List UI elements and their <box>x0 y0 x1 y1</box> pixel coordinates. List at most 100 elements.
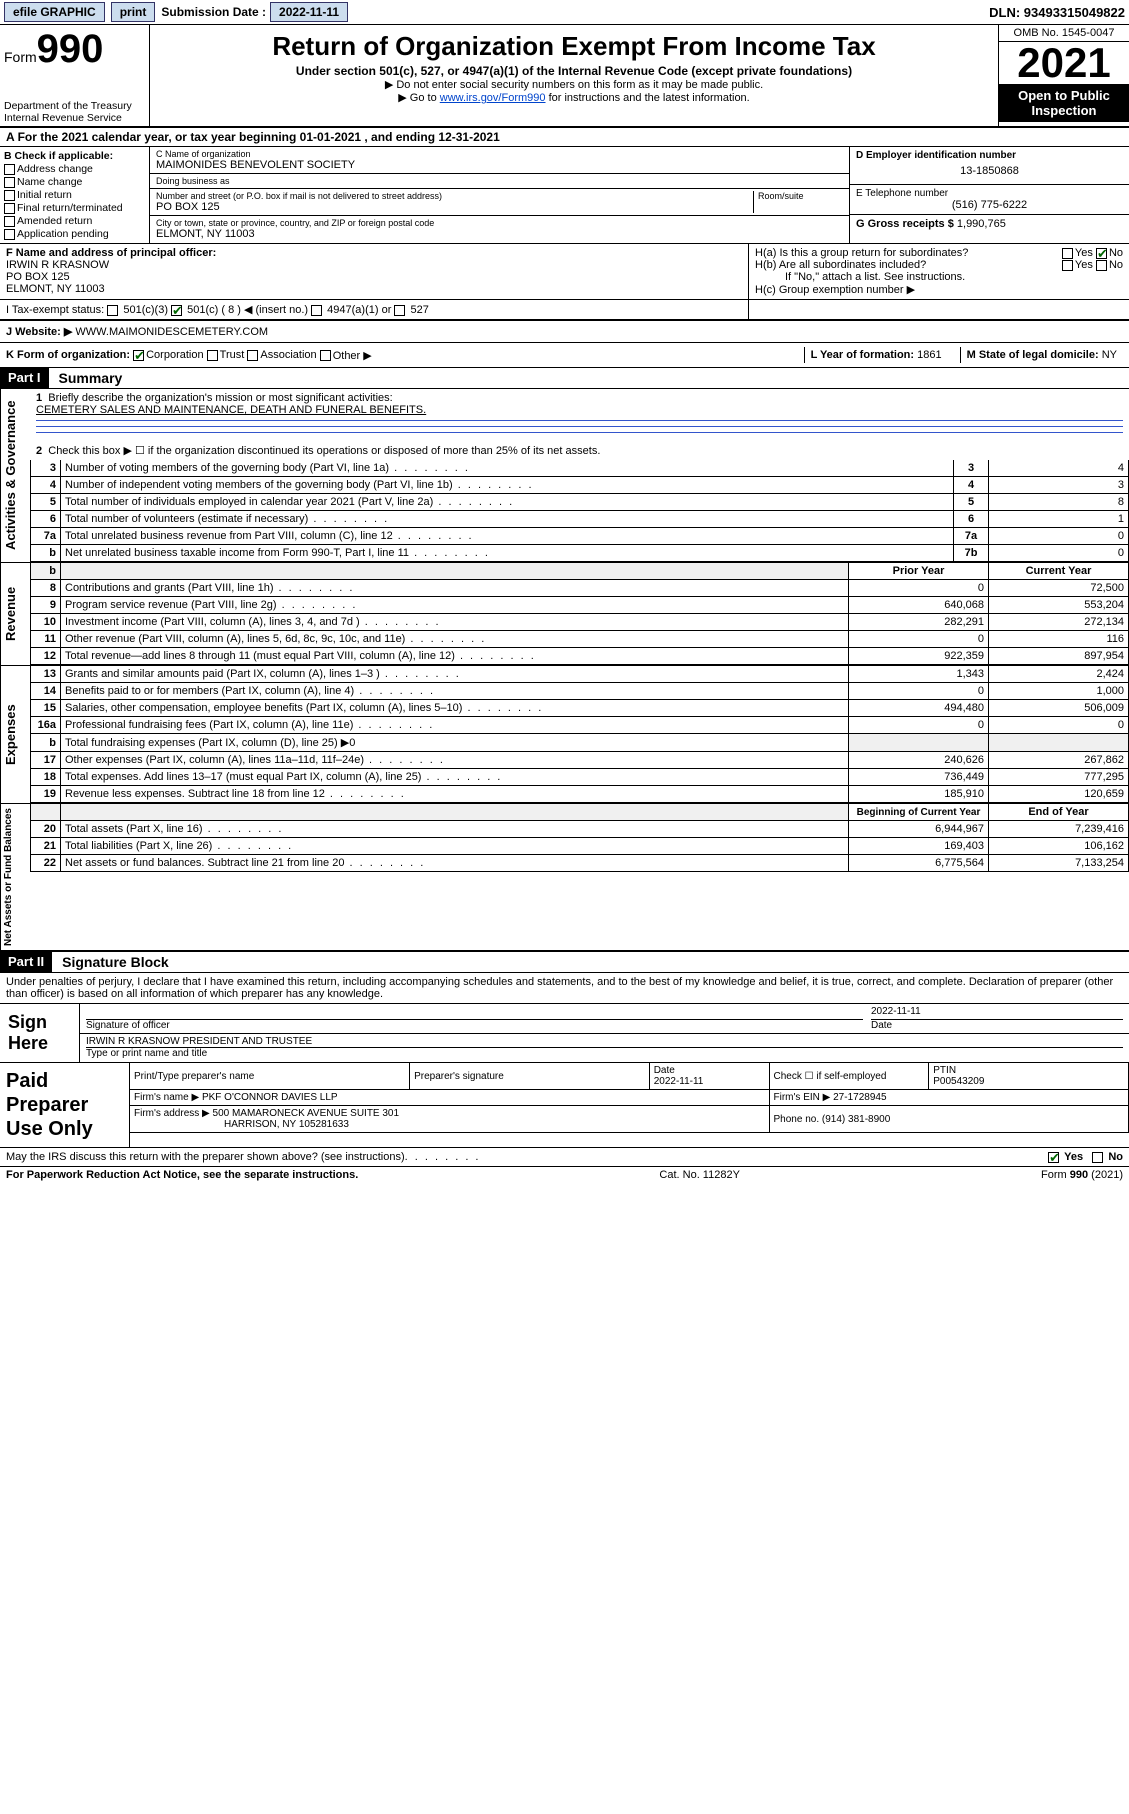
i-4947-check[interactable] <box>311 305 322 316</box>
table-row: 21Total liabilities (Part X, line 26)169… <box>31 838 1129 855</box>
table-row: 18Total expenses. Add lines 13–17 (must … <box>31 769 1129 786</box>
col-b: B Check if applicable: Address change Na… <box>0 147 150 243</box>
table-row: 17Other expenses (Part IX, column (A), l… <box>31 752 1129 769</box>
footer-left: For Paperwork Reduction Act Notice, see … <box>6 1169 358 1181</box>
b-pending[interactable]: Application pending <box>4 228 145 240</box>
firm-addr-cell: Firm's address ▶ 500 MAMARONECK AVENUE S… <box>130 1106 769 1133</box>
i-501c-check[interactable] <box>171 305 182 316</box>
table-row: 22Net assets or fund balances. Subtract … <box>31 855 1129 872</box>
hb-no-check[interactable] <box>1096 260 1107 271</box>
org-name: MAIMONIDES BENEVOLENT SOCIETY <box>156 159 843 171</box>
ha-yes-check[interactable] <box>1062 248 1073 259</box>
b-name-change[interactable]: Name change <box>4 176 145 188</box>
subtitle-3: ▶ Go to www.irs.gov/Form990 for instruct… <box>154 91 994 104</box>
form-word: Form <box>4 49 37 65</box>
print-button[interactable]: print <box>111 2 156 22</box>
discuss-text: May the IRS discuss this return with the… <box>6 1151 405 1163</box>
hb-label: H(b) Are all subordinates included? <box>755 259 926 271</box>
form-header: Form990 Department of the Treasury Inter… <box>0 25 1129 128</box>
k-trust-check[interactable] <box>207 350 218 361</box>
paid-preparer-label: Paid Preparer Use Only <box>0 1063 130 1147</box>
k-corp-check[interactable] <box>133 350 144 361</box>
efile-button[interactable]: efile GRAPHIC <box>4 2 105 22</box>
street-address: PO BOX 125 <box>156 201 753 213</box>
officer-addr1: PO BOX 125 <box>6 271 742 283</box>
sig-date-label: Date <box>871 1020 892 1031</box>
footer-right: Form 990 (2021) <box>1041 1169 1123 1181</box>
discuss-yes-check[interactable] <box>1048 1152 1059 1163</box>
part1-title: Summary <box>49 368 133 388</box>
ptin-cell: PTINP00543209 <box>929 1063 1129 1090</box>
line-a: A For the 2021 calendar year, or tax yea… <box>0 128 1129 147</box>
table-row: bTotal fundraising expenses (Part IX, co… <box>31 734 1129 752</box>
b-final-return[interactable]: Final return/terminated <box>4 202 145 214</box>
table-row: bNet unrelated business taxable income f… <box>31 545 1129 562</box>
line-j: J Website: ▶ WWW.MAIMONIDESCEMETERY.COM <box>0 321 1129 343</box>
table-row: 4Number of independent voting members of… <box>31 477 1129 494</box>
paid-preparer-row: Paid Preparer Use Only Print/Type prepar… <box>0 1062 1129 1147</box>
b-initial-return[interactable]: Initial return <box>4 189 145 201</box>
open-inspection: Open to Public Inspection <box>999 84 1129 122</box>
discuss-row: May the IRS discuss this return with the… <box>0 1147 1129 1166</box>
p-name-cell: Print/Type preparer's name <box>130 1063 410 1090</box>
table-row: 6Total number of volunteers (estimate if… <box>31 511 1129 528</box>
dept-treasury: Department of the Treasury Internal Reve… <box>4 100 145 124</box>
m-cell: M State of legal domicile: NY <box>960 347 1123 363</box>
col-c: C Name of organization MAIMONIDES BENEVO… <box>150 147 849 243</box>
table-row: 16aProfessional fundraising fees (Part I… <box>31 717 1129 734</box>
f-label: F Name and address of principal officer: <box>6 247 742 259</box>
gross-value: 1,990,765 <box>957 218 1006 230</box>
table-row: 12Total revenue—add lines 8 through 11 (… <box>31 648 1129 665</box>
line-klm: K Form of organization: Corporation Trus… <box>0 343 1129 368</box>
goto-post: for instructions and the latest informat… <box>546 92 750 104</box>
phone-label: E Telephone number <box>856 188 1123 199</box>
discuss-no-check[interactable] <box>1092 1152 1103 1163</box>
vtab-expenses: Expenses <box>0 666 30 803</box>
ha-label: H(a) Is this a group return for subordin… <box>755 247 968 259</box>
city-value: ELMONT, NY 11003 <box>156 228 843 240</box>
footer-mid: Cat. No. 11282Y <box>659 1169 740 1181</box>
b-address-change[interactable]: Address change <box>4 163 145 175</box>
table-row: 15Salaries, other compensation, employee… <box>31 700 1129 717</box>
col-end: End of Year <box>989 804 1129 821</box>
sign-here-row: Sign Here Signature of officer 2022-11-1… <box>0 1003 1129 1062</box>
form-label: Form990 <box>4 27 145 72</box>
table-row: 13Grants and similar amounts paid (Part … <box>31 666 1129 683</box>
part2-badge: Part II <box>0 952 52 972</box>
netassets-table: Beginning of Current YearEnd of Year 20T… <box>30 804 1129 872</box>
line1: 1 Briefly describe the organization's mi… <box>30 389 1129 441</box>
p-check-cell: Check ☐ if self-employed <box>769 1063 929 1090</box>
printed-label: Type or print name and title <box>86 1048 207 1059</box>
section-fh: F Name and address of principal officer:… <box>0 244 1129 300</box>
expenses-table: 13Grants and similar amounts paid (Part … <box>30 666 1129 803</box>
line-i: I Tax-exempt status: 501(c)(3) 501(c) ( … <box>6 303 742 316</box>
irs-link[interactable]: www.irs.gov/Form990 <box>440 92 546 104</box>
k-other-check[interactable] <box>320 350 331 361</box>
governance-table: 3Number of voting members of the governi… <box>30 460 1129 562</box>
col-prior: Prior Year <box>849 563 989 580</box>
line2: 2 Check this box ▶ ☐ if the organization… <box>30 441 1129 460</box>
hb-yes-check[interactable] <box>1062 260 1073 271</box>
sig-date: 2022-11-11 <box>871 1006 1123 1020</box>
submission-label: Submission Date : <box>161 5 266 19</box>
col-beginning: Beginning of Current Year <box>849 804 989 821</box>
i-527-check[interactable] <box>394 305 405 316</box>
revenue-table: bPrior YearCurrent Year 8Contributions a… <box>30 563 1129 665</box>
table-row: 9Program service revenue (Part VIII, lin… <box>31 597 1129 614</box>
b-amended[interactable]: Amended return <box>4 215 145 227</box>
k-assoc-check[interactable] <box>247 350 258 361</box>
ha-no-check[interactable] <box>1096 248 1107 259</box>
footer: For Paperwork Reduction Act Notice, see … <box>0 1166 1129 1183</box>
j-label: J Website: ▶ <box>6 325 72 338</box>
i-501c3-check[interactable] <box>107 305 118 316</box>
subtitle-1: Under section 501(c), 527, or 4947(a)(1)… <box>154 64 994 78</box>
gross-label: G Gross receipts $ <box>856 218 954 230</box>
sign-here-label: Sign Here <box>0 1004 80 1062</box>
k-label: K Form of organization: <box>6 349 130 361</box>
table-row: 5Total number of individuals employed in… <box>31 494 1129 511</box>
ha-row: H(a) Is this a group return for subordin… <box>755 247 1123 259</box>
submission-date: 2022-11-11 <box>270 2 348 22</box>
vtab-governance: Activities & Governance <box>0 389 30 562</box>
officer-printed: IRWIN R KRASNOW PRESIDENT AND TRUSTEE <box>86 1036 1123 1048</box>
ein-value: 13-1850868 <box>856 161 1123 181</box>
